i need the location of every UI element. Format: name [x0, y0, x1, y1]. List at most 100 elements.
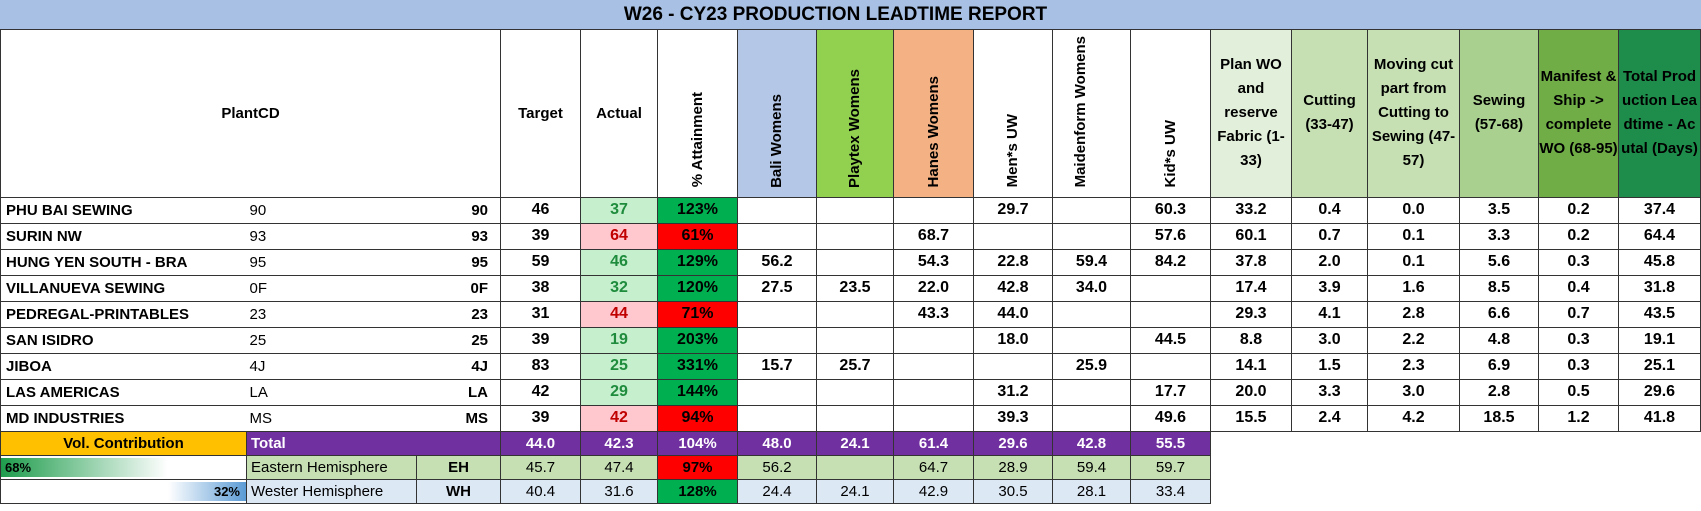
- kids-cell: 44.5: [1130, 326, 1211, 354]
- plant-code-bold: 23: [416, 300, 501, 328]
- manifest-cell: 0.2: [1538, 196, 1619, 224]
- report-title: W26 - CY23 PRODUCTION LEADTIME REPORT: [0, 0, 1701, 30]
- plant-name: HUNG YEN SOUTH - BRA: [0, 248, 247, 276]
- eastern-label: Eastern Hemisphere: [246, 454, 417, 480]
- total-leadtime-cell: 41.8: [1618, 404, 1701, 432]
- bali-cell: [737, 378, 817, 406]
- moving-cell: 2.2: [1367, 326, 1460, 354]
- eastern-volume-bar-cell: 68%: [0, 454, 247, 480]
- moving-cell: 2.3: [1367, 352, 1460, 380]
- actual-cell: 46: [580, 248, 658, 276]
- eastern-playtex: [816, 454, 894, 480]
- hanes-cell: 54.3: [893, 248, 974, 276]
- total-leadtime-cell: 19.1: [1618, 326, 1701, 354]
- total-actual: 42.3: [580, 430, 658, 456]
- mens-cell: 18.0: [973, 326, 1053, 354]
- hanes-cell: [893, 378, 974, 406]
- total-label: Total: [246, 430, 501, 456]
- plan-wo-cell: 20.0: [1210, 378, 1292, 406]
- plant-code-bold: LA: [416, 378, 501, 406]
- total-attainment: 104%: [657, 430, 738, 456]
- eastern-bali: 56.2: [737, 454, 817, 480]
- eastern-hemisphere-row: 68% Eastern Hemisphere EH 45.7 47.4 97% …: [0, 454, 1701, 480]
- bali-cell: [737, 404, 817, 432]
- cutting-cell: 0.4: [1291, 196, 1368, 224]
- moving-cell: 1.6: [1367, 274, 1460, 302]
- table-row: PHU BAI SEWING 90 90 46 37 123% 29.7 60.3 33.2 0.…: [0, 196, 1701, 224]
- actual-cell: 44: [580, 300, 658, 328]
- western-actual: 31.6: [580, 478, 658, 504]
- plan-wo-cell: 8.8: [1210, 326, 1292, 354]
- header-sewing: Sewing (57-68): [1459, 30, 1539, 198]
- sewing-cell: 6.9: [1459, 352, 1539, 380]
- sewing-cell: 6.6: [1459, 300, 1539, 328]
- plant-code: 4J: [246, 352, 417, 380]
- plant-code: LA: [246, 378, 417, 406]
- header-plan-wo: Plan WO and reserve Fabric (1-33): [1210, 30, 1292, 198]
- kids-cell: [1130, 300, 1211, 328]
- target-cell: 46: [500, 196, 581, 224]
- moving-cell: 3.0: [1367, 378, 1460, 406]
- sewing-cell: 8.5: [1459, 274, 1539, 302]
- maidenform-cell: [1052, 196, 1131, 224]
- western-volume-pct: 32%: [213, 483, 240, 499]
- mens-cell: 42.8: [973, 274, 1053, 302]
- target-cell: 39: [500, 326, 581, 354]
- plant-name: PEDREGAL-PRINTABLES: [0, 300, 247, 328]
- western-volume-fill: [167, 481, 246, 501]
- eastern-actual: 47.4: [580, 454, 658, 480]
- manifest-cell: 1.2: [1538, 404, 1619, 432]
- maidenform-cell: [1052, 222, 1131, 250]
- total-mens: 29.6: [973, 430, 1053, 456]
- western-row-empty: [1211, 479, 1701, 503]
- cutting-cell: 2.0: [1291, 248, 1368, 276]
- mens-cell: [973, 352, 1053, 380]
- eastern-kids: 59.7: [1130, 454, 1211, 480]
- cutting-cell: 4.1: [1291, 300, 1368, 328]
- cutting-cell: 3.0: [1291, 326, 1368, 354]
- western-target: 40.4: [500, 478, 581, 504]
- kids-cell: 17.7: [1130, 378, 1211, 406]
- header-mens-label: Men*s UW: [1004, 114, 1021, 188]
- total-leadtime-cell: 45.8: [1618, 248, 1701, 276]
- plant-code-bold: 25: [416, 326, 501, 354]
- header-kids-label: Kid*s UW: [1161, 120, 1179, 188]
- playtex-cell: 23.5: [816, 274, 894, 302]
- western-kids: 33.4: [1130, 478, 1211, 504]
- header-playtex-womens: Playtex Womens: [816, 30, 894, 198]
- plan-wo-cell: 37.8: [1210, 248, 1292, 276]
- kids-cell: [1130, 352, 1211, 380]
- hanes-cell: [893, 404, 974, 432]
- plant-code: 93: [246, 222, 417, 250]
- eastern-code: EH: [416, 454, 501, 480]
- attainment-cell: 94%: [657, 404, 738, 432]
- western-hanes: 42.9: [893, 478, 974, 504]
- plant-name: MD INDUSTRIES: [0, 404, 247, 432]
- hanes-cell: [893, 196, 974, 224]
- leadtime-table: PlantCD Target Actual % Attainment Bali …: [0, 30, 1701, 504]
- cutting-cell: 3.9: [1291, 274, 1368, 302]
- header-maidenform-womens: Maidenform Womens: [1052, 30, 1131, 198]
- sewing-cell: 18.5: [1459, 404, 1539, 432]
- header-actual: Actual: [580, 30, 658, 198]
- plant-code-bold: 0F: [416, 274, 501, 302]
- playtex-cell: [816, 404, 894, 432]
- total-leadtime-cell: 37.4: [1618, 196, 1701, 224]
- attainment-cell: 61%: [657, 222, 738, 250]
- kids-cell: 60.3: [1130, 196, 1211, 224]
- header-maidenform-label: Maidenform Womens: [1071, 36, 1089, 188]
- table-row: PEDREGAL-PRINTABLES 23 23 31 44 71% 43.3 44.0 29…: [0, 300, 1701, 328]
- eastern-volume-bar: 68%: [1, 456, 246, 478]
- total-leadtime-cell: 25.1: [1618, 352, 1701, 380]
- total-leadtime-cell: 31.8: [1618, 274, 1701, 302]
- playtex-cell: [816, 300, 894, 328]
- plant-name: PHU BAI SEWING: [0, 196, 247, 224]
- header-attainment-label: % Attainment: [688, 92, 706, 188]
- plant-rows: PHU BAI SEWING 90 90 46 37 123% 29.7 60.3 33.2 0.…: [0, 196, 1701, 432]
- table-row: JIBOA 4J 4J 83 25 331% 15.7 25.7 25.9 14.1 1.5 2.3 6…: [0, 352, 1701, 380]
- maidenform-cell: 25.9: [1052, 352, 1131, 380]
- eastern-attainment: 97%: [657, 454, 738, 480]
- maidenform-cell: 34.0: [1052, 274, 1131, 302]
- bali-cell: [737, 222, 817, 250]
- playtex-cell: [816, 196, 894, 224]
